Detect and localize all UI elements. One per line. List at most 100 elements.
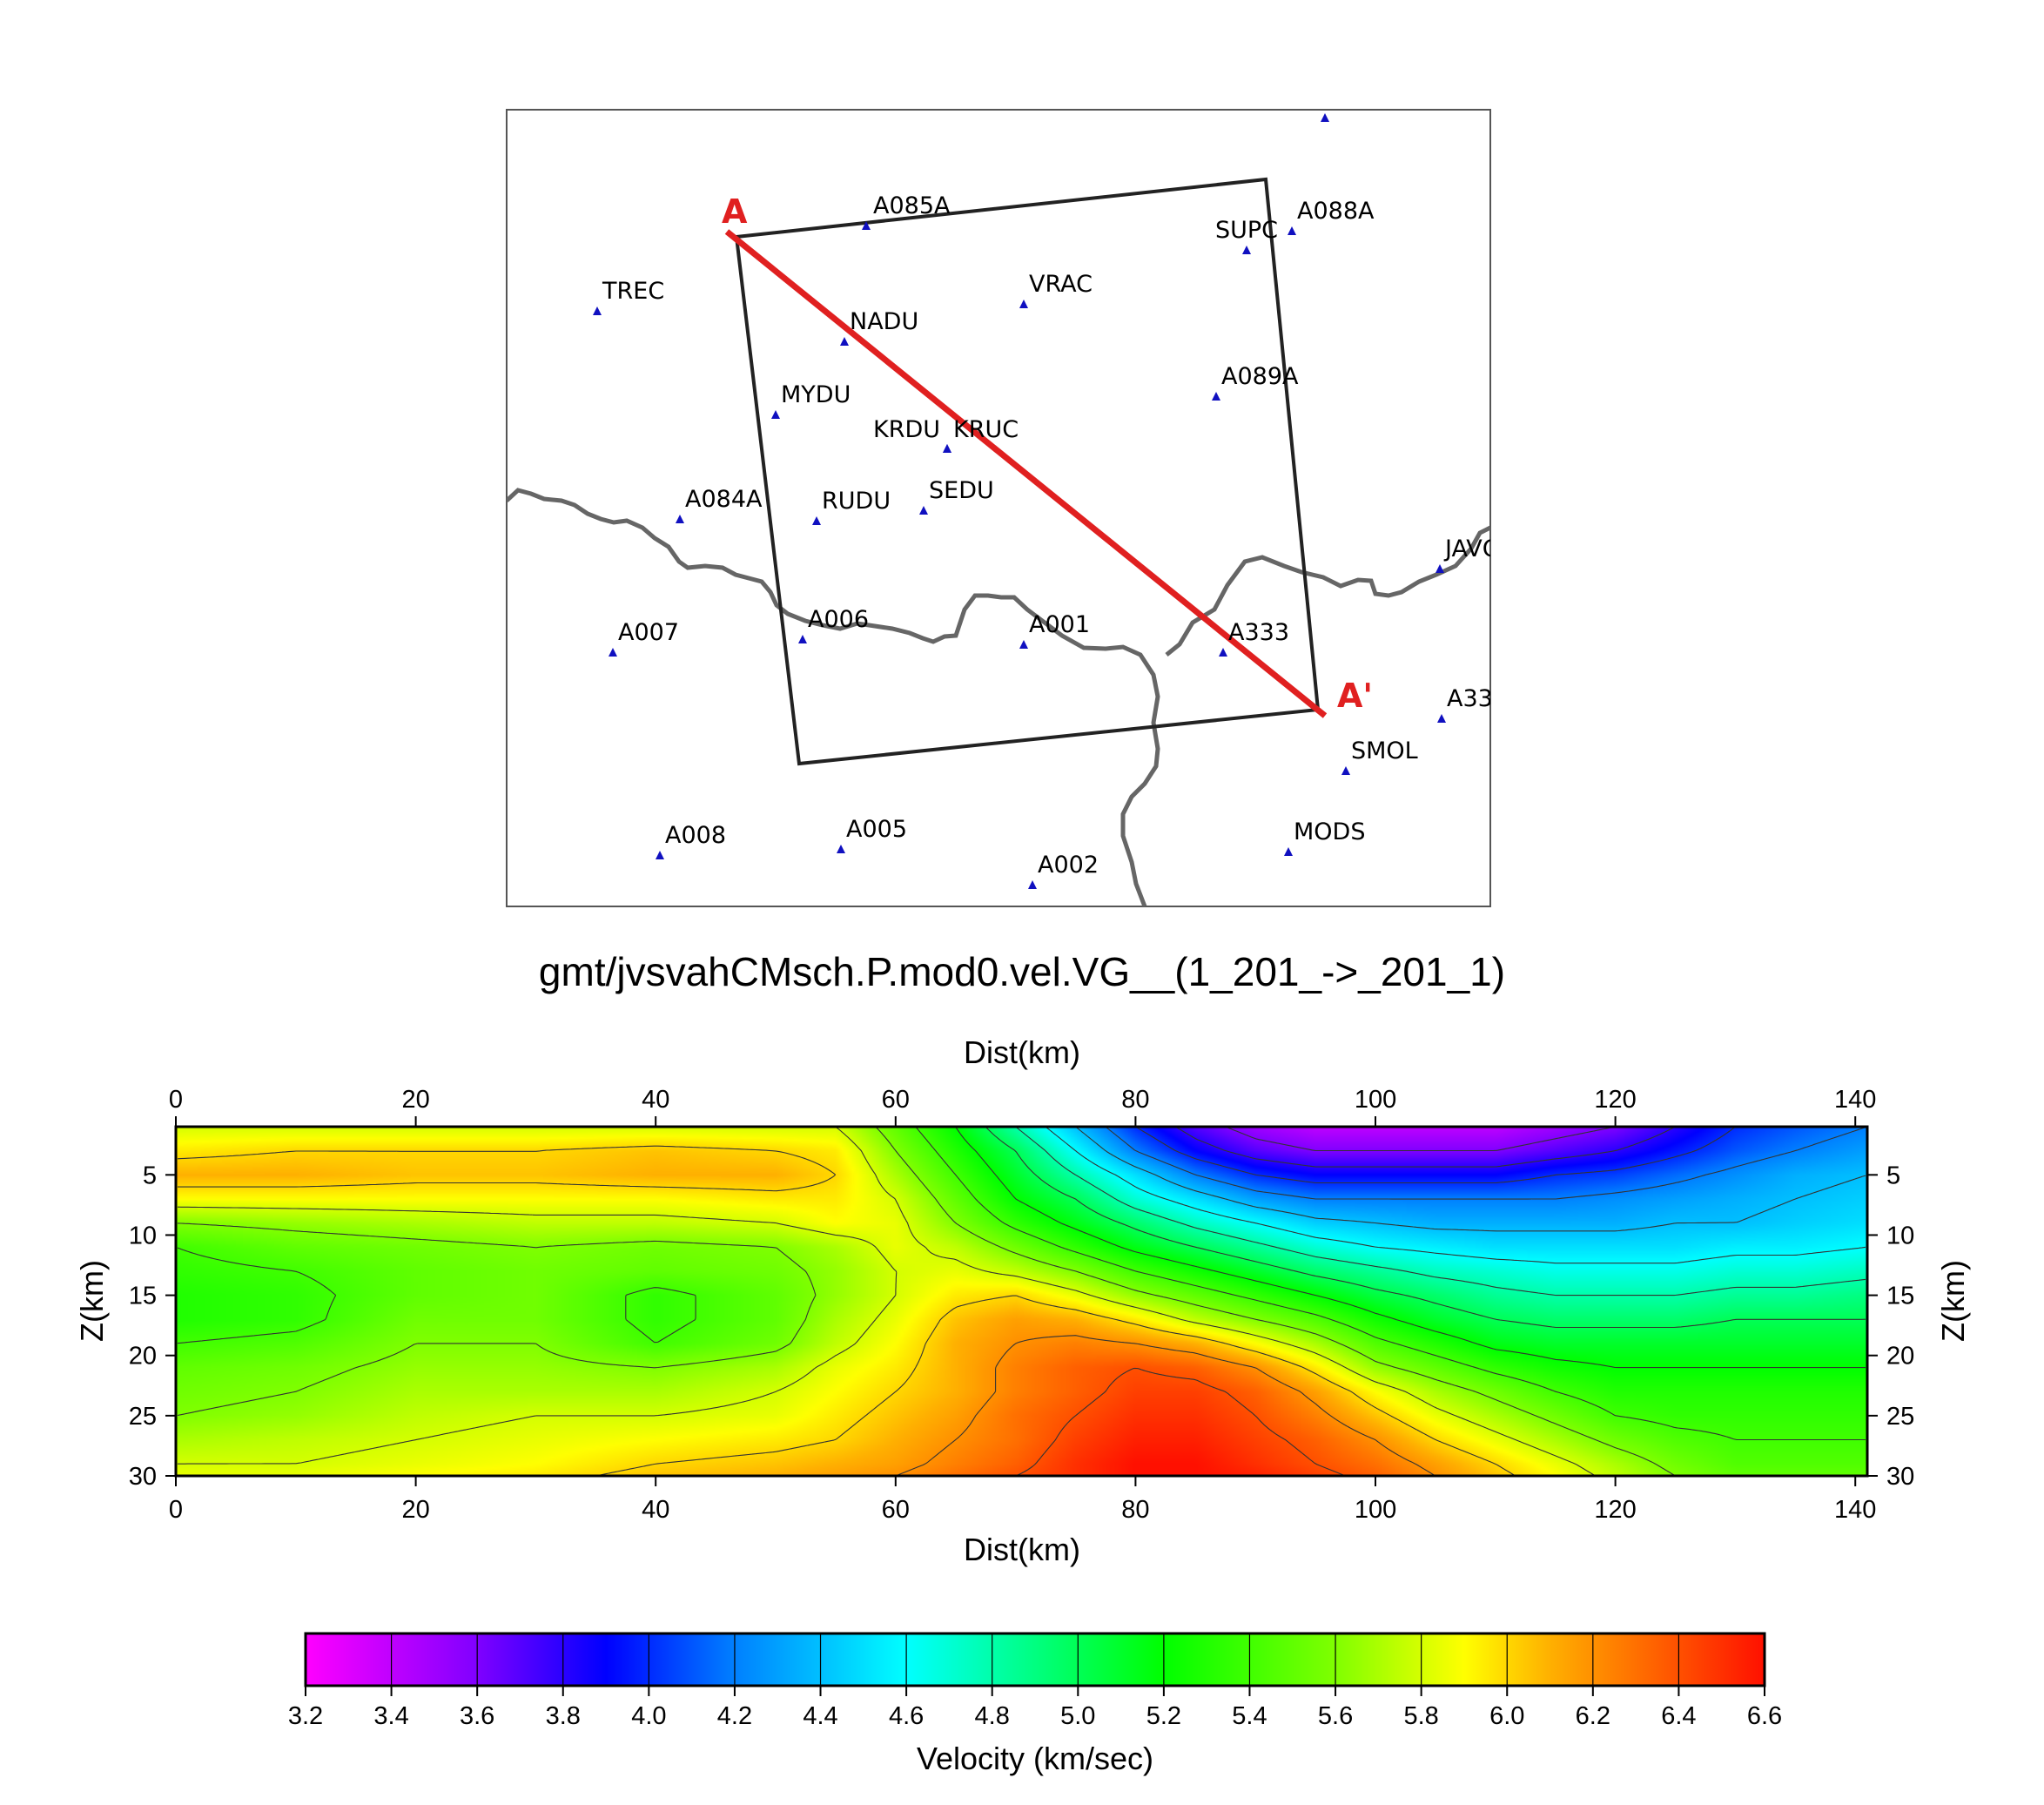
station-marker: [1437, 714, 1446, 723]
station-label: A333: [1228, 619, 1289, 646]
station-marker: [608, 648, 617, 657]
station-marker: [1288, 226, 1296, 235]
station-marker: [1341, 766, 1350, 775]
colorbar-ticks: 3.2 3.4 3.6 3.8 4.0 4.2 4.4 4.6 4.8 5.0 5.2 5.4 5.6 5…: [288, 1633, 1782, 1730]
contour-line: [1017, 1367, 1344, 1476]
colorbar-tick-label: 5.2: [1146, 1702, 1181, 1730]
contour-line: [177, 1127, 1866, 1441]
station-label: NADU: [850, 308, 918, 335]
x-tick-label-top: 20: [401, 1086, 429, 1114]
y-tick-label-right: 5: [1886, 1162, 1900, 1189]
station-marker: [1242, 246, 1251, 254]
y-axis: 5 5 10 10 15 15 20 20 25 25 30 30: [129, 1162, 1915, 1491]
colorbar-tick-label: 6.2: [1576, 1702, 1610, 1730]
station-marker: [1321, 113, 1329, 122]
station-marker: [1436, 564, 1444, 573]
contour-line: [1016, 1127, 1866, 1297]
x-tick-label: 60: [882, 1496, 910, 1524]
x-tick-label: 40: [642, 1496, 669, 1524]
x-tick-label: 0: [169, 1496, 183, 1524]
station-label: JAVC: [1443, 535, 1499, 562]
colorbar-tick-label: 5.6: [1318, 1702, 1353, 1730]
x-tick-label: 140: [1834, 1496, 1876, 1524]
station-label: A001: [1029, 611, 1090, 638]
x-tick-label-top: 120: [1594, 1086, 1636, 1114]
station-label: SEDU: [929, 477, 994, 504]
colorbar-tick-label: 4.2: [717, 1702, 752, 1730]
station-marker: [676, 515, 684, 523]
x-tick-label: 100: [1355, 1496, 1396, 1524]
colorbar-tick-label: 4.4: [803, 1702, 837, 1730]
station-label: A088A: [1297, 198, 1375, 225]
station-marker: [1019, 300, 1028, 308]
colorbar-label: Velocity (km/sec): [917, 1741, 1153, 1776]
colorbar-tick-label: 4.6: [889, 1702, 924, 1730]
station-label: RUDU: [822, 488, 891, 515]
colorbar-tick-label: 3.6: [460, 1702, 494, 1730]
colorbar-tick-label: 4.8: [975, 1702, 1010, 1730]
contour-line: [177, 1145, 1515, 1476]
colorbar-body: [304, 1632, 1766, 1687]
station-label: A33: [1447, 685, 1493, 712]
y-tick-label-right: 30: [1886, 1463, 1914, 1491]
station-label: A089A: [1221, 363, 1299, 390]
station-marker: [771, 410, 780, 419]
x-axis-label-bottom: Dist(km): [964, 1532, 1080, 1567]
contour-line: [898, 1335, 1435, 1476]
station-label: A005: [846, 816, 907, 843]
border-line-east: [1165, 525, 1490, 657]
x-axis: 0 0 20 20 40 40 60 60 80 80 100 100 120 120 140 140: [169, 1086, 1876, 1524]
colorbar-tick-label: 3.4: [373, 1702, 408, 1730]
y-tick-label-right: 20: [1886, 1343, 1914, 1371]
y-tick-label: 30: [129, 1463, 157, 1491]
station-label: MYDU: [781, 381, 851, 408]
location-map: A A' A085A A088A SUPC TREC VRAC NADU A089A MYDU…: [506, 109, 1499, 907]
colorbar-tick-label: 6.4: [1661, 1702, 1696, 1730]
contour-line: [985, 1127, 1866, 1329]
colorbar: 3.2 3.4 3.6 3.8 4.0 4.2 4.4 4.6 4.8 5.0 5.2 5.4 5.6 5…: [288, 1632, 1782, 1776]
station-marker: [943, 444, 951, 453]
station-label: A007: [618, 619, 679, 646]
station-marker: [1219, 648, 1227, 657]
y-tick-label: 10: [129, 1222, 157, 1249]
colorbar-tick-label: 5.8: [1403, 1702, 1438, 1730]
station-label: A085A: [873, 192, 951, 219]
y-tick-label: 20: [129, 1343, 157, 1371]
station-label: SUPC: [1215, 217, 1278, 244]
colorbar-tick-label: 6.6: [1747, 1702, 1782, 1730]
station-label: SMOL: [1351, 737, 1418, 764]
x-tick-label-top: 0: [169, 1086, 183, 1114]
y-tick-label: 25: [129, 1403, 157, 1431]
profile-start-label: A: [722, 192, 748, 231]
station-marker: [862, 221, 871, 230]
profile-end-label: A': [1337, 677, 1373, 715]
station-marker: [837, 845, 845, 853]
station-label: MODS: [1294, 818, 1365, 845]
station-label: KRUC: [953, 416, 1019, 443]
station-label: VRAC: [1029, 271, 1093, 298]
station-label: A084A: [685, 486, 763, 513]
station-label: A008: [665, 822, 726, 849]
x-tick-label: 80: [1121, 1496, 1149, 1524]
y-tick-label-right: 25: [1886, 1403, 1914, 1431]
station-marker: [593, 306, 602, 315]
section-frame: [174, 1125, 1869, 1478]
colorbar-tick-label: 6.0: [1489, 1702, 1524, 1730]
station-label: A002: [1038, 852, 1099, 879]
figure-title: gmt/jvsvahCMsch.P.mod0.vel.VG__(1_201_->…: [539, 949, 1505, 994]
station-marker: [1019, 640, 1028, 649]
colorbar-tick-label: 3.8: [546, 1702, 581, 1730]
y-axis-label-right: Z(km): [1935, 1260, 1971, 1342]
contour-line: [177, 1127, 1595, 1476]
station-marker: [840, 337, 849, 346]
x-tick-label-top: 100: [1355, 1086, 1396, 1114]
x-tick-label-top: 60: [882, 1086, 910, 1114]
x-tick-label: 20: [401, 1496, 429, 1524]
station-marker: [1028, 880, 1037, 889]
colorbar-tick-label: 4.0: [631, 1702, 666, 1730]
x-tick-label-top: 40: [642, 1086, 669, 1114]
x-tick-label-top: 140: [1834, 1086, 1876, 1114]
x-tick-label: 120: [1594, 1496, 1636, 1524]
contour-line: [1176, 1127, 1674, 1168]
